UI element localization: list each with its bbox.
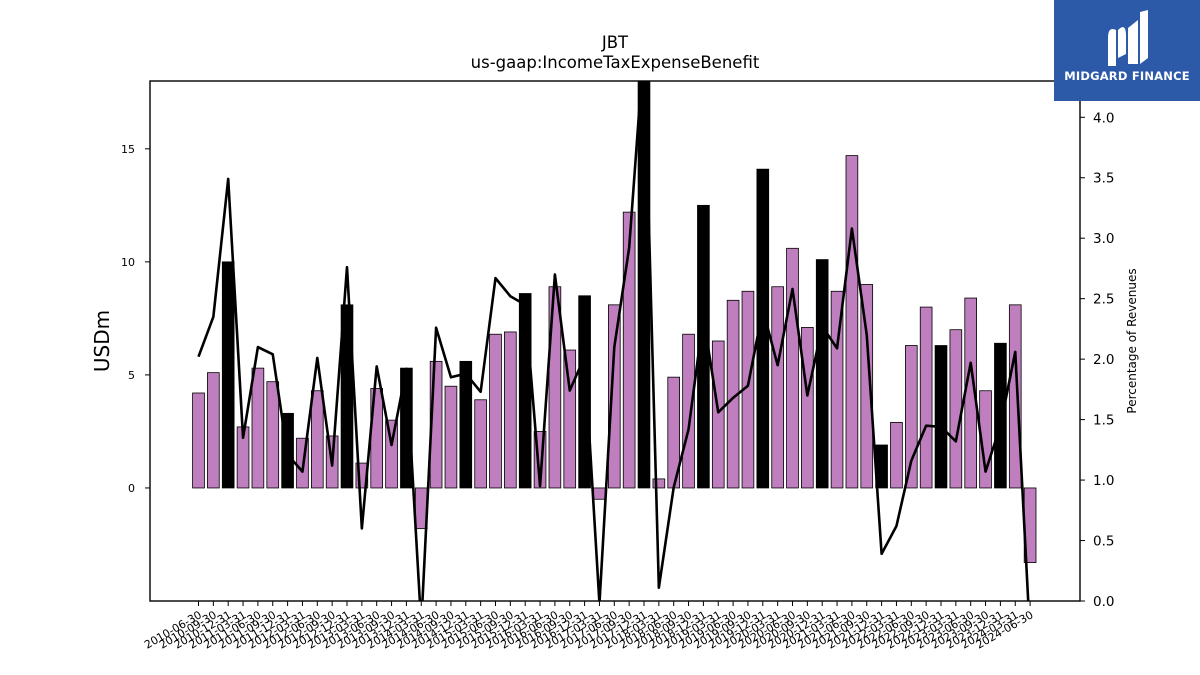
bar bbox=[504, 331, 517, 489]
bar bbox=[340, 304, 354, 489]
bar bbox=[622, 211, 636, 489]
bar bbox=[652, 478, 666, 489]
bar bbox=[221, 261, 235, 489]
bar bbox=[459, 360, 473, 489]
y2-axis-label: Percentage of Revenues bbox=[1125, 268, 1139, 413]
bar bbox=[251, 367, 265, 489]
y-tick-label: 15 bbox=[121, 143, 135, 156]
bar bbox=[578, 295, 591, 489]
y2-tick-label: 3.0 bbox=[1093, 231, 1114, 247]
y-tick-label: 10 bbox=[121, 256, 135, 269]
y2-tick-label: 1.0 bbox=[1093, 473, 1114, 489]
bar-series bbox=[192, 81, 1037, 563]
bar bbox=[518, 293, 532, 489]
bar bbox=[815, 259, 829, 489]
bar bbox=[845, 155, 859, 489]
y-axis-label: USDm bbox=[90, 310, 114, 372]
bar bbox=[682, 333, 695, 489]
bar bbox=[830, 290, 844, 489]
bar bbox=[934, 345, 948, 489]
y-tick-label: 0 bbox=[128, 482, 135, 495]
y-axis: 0 5 10 15 bbox=[121, 143, 150, 495]
x-axis: 2010-06-302010-09-302010-12-312011-03-31… bbox=[142, 601, 1036, 652]
bar bbox=[711, 340, 725, 489]
y2-tick-label: 0.0 bbox=[1093, 594, 1114, 610]
bar bbox=[994, 342, 1007, 489]
y2-tick-label: 3.5 bbox=[1093, 171, 1114, 187]
bar bbox=[919, 306, 933, 489]
y2-tick-label: 2.5 bbox=[1093, 292, 1114, 308]
bar bbox=[266, 381, 280, 489]
chart-title: JBT bbox=[601, 33, 629, 52]
bar bbox=[489, 333, 502, 489]
bar bbox=[1008, 304, 1022, 489]
bar bbox=[608, 304, 621, 489]
bar bbox=[979, 390, 992, 489]
bar bbox=[890, 421, 903, 489]
bar bbox=[905, 345, 918, 489]
bar bbox=[563, 349, 577, 489]
bar bbox=[949, 329, 963, 489]
line-series bbox=[197, 81, 1030, 601]
bar bbox=[786, 247, 799, 489]
bar bbox=[771, 286, 784, 489]
line-path bbox=[197, 81, 1030, 601]
y-tick-label: 5 bbox=[128, 369, 135, 382]
bar bbox=[444, 385, 458, 489]
y2-tick-label: 0.5 bbox=[1093, 534, 1114, 550]
y2-axis: 0.0 0.5 1.0 1.5 2.0 2.5 3.0 3.5 4.0 bbox=[1080, 110, 1114, 610]
midgard-logo-icon bbox=[1108, 10, 1148, 66]
bar bbox=[637, 81, 651, 489]
bar bbox=[860, 284, 874, 489]
plot-frame bbox=[149, 80, 1081, 602]
bar bbox=[385, 419, 398, 489]
y2-tick-label: 2.0 bbox=[1093, 352, 1114, 368]
bar bbox=[310, 390, 324, 489]
chart-subtitle: us-gaap:IncomeTaxExpenseBenefit bbox=[471, 53, 760, 72]
bar bbox=[192, 392, 205, 489]
bar bbox=[593, 487, 606, 500]
bar bbox=[801, 327, 814, 489]
bar bbox=[533, 431, 547, 489]
logo-text: MIDGARD FINANCE bbox=[1064, 69, 1190, 83]
y2-tick-label: 1.5 bbox=[1093, 413, 1114, 429]
logo: MIDGARD FINANCE bbox=[1054, 0, 1200, 101]
bar bbox=[474, 399, 487, 489]
y2-tick-label: 4.0 bbox=[1093, 110, 1114, 126]
bar bbox=[207, 372, 220, 489]
